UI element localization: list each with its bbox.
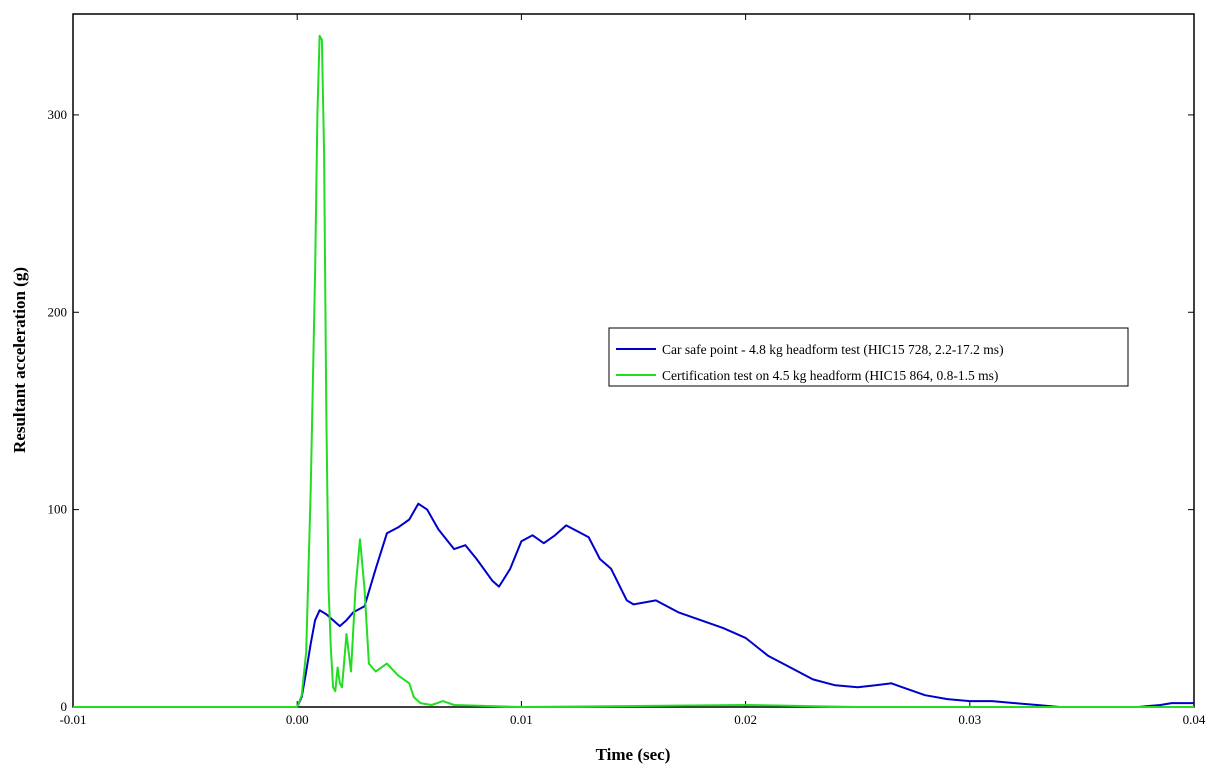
series-layer [73,34,1194,708]
y-tick-label: 0 [61,699,68,714]
x-tick-label: 0.04 [1183,712,1206,727]
legend-box [608,327,1129,387]
legend-entry-car-safe-point: Car safe point - 4.8 kg headform test (H… [662,342,1004,357]
legend: Car safe point - 4.8 kg headform test (H… [608,327,1129,387]
x-tick-label: 0.03 [958,712,981,727]
series-line-certification-test [73,34,1194,708]
x-axis-label: Time (sec) [596,745,671,764]
y-tick-label: 100 [48,502,68,517]
y-tick-label: 300 [48,107,68,122]
legend-entry-certification-test: Certification test on 4.5 kg headform (H… [662,368,998,383]
axis-tick-labels: -0.01 0.00 0.01 0.02 0.03 0.04 0 100 200 300 [48,107,1206,727]
x-tick-label: 0.00 [286,712,309,727]
y-tick-label: 200 [48,304,68,319]
x-tick-label: 0.01 [510,712,533,727]
y-axis-label: Resultant acceleration (g) [10,267,29,453]
x-tick-label: -0.01 [59,712,86,727]
series-line-car-safe-point [73,502,1194,708]
x-tick-label: 0.02 [734,712,757,727]
